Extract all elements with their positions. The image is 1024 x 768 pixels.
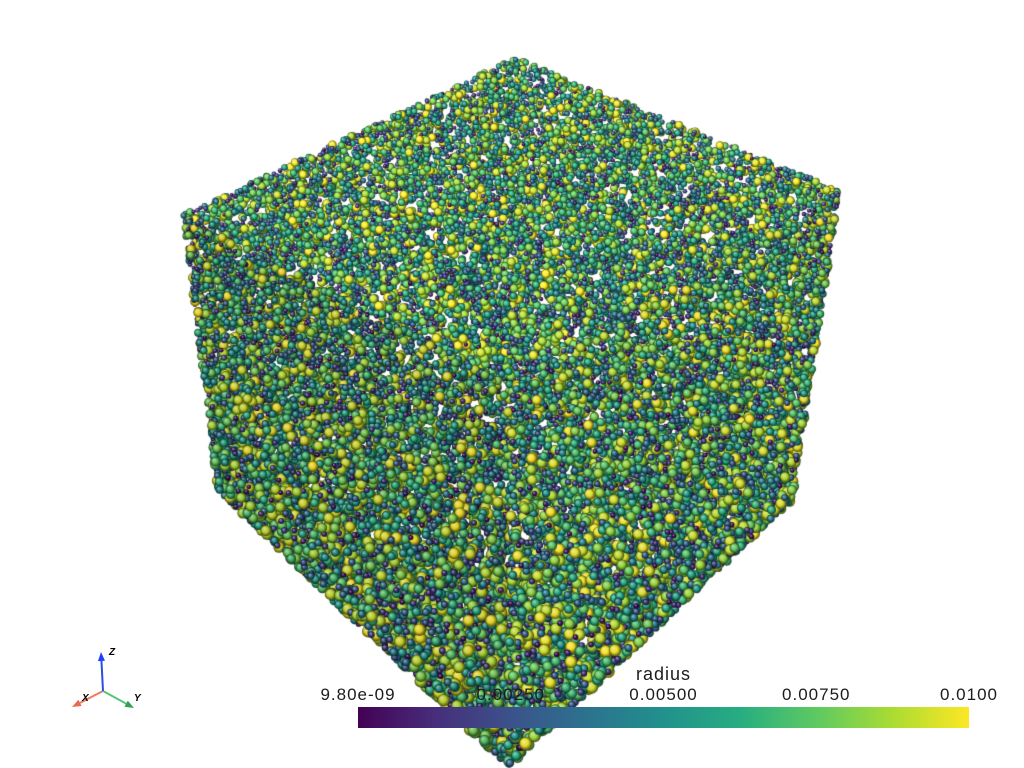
colorbar-tick-label: 0.00500 bbox=[629, 685, 698, 704]
colorbar-tick-label: 0.00250 bbox=[476, 685, 545, 704]
colorbar-tick-label: 9.80e-09 bbox=[320, 685, 396, 704]
colorbar-title: radius bbox=[635, 664, 692, 684]
colorbar-gradient[interactable] bbox=[358, 707, 969, 728]
colorbar-tick-label: 0.00750 bbox=[782, 685, 851, 704]
colorbar-tick-label: 0.0100 bbox=[940, 685, 998, 704]
